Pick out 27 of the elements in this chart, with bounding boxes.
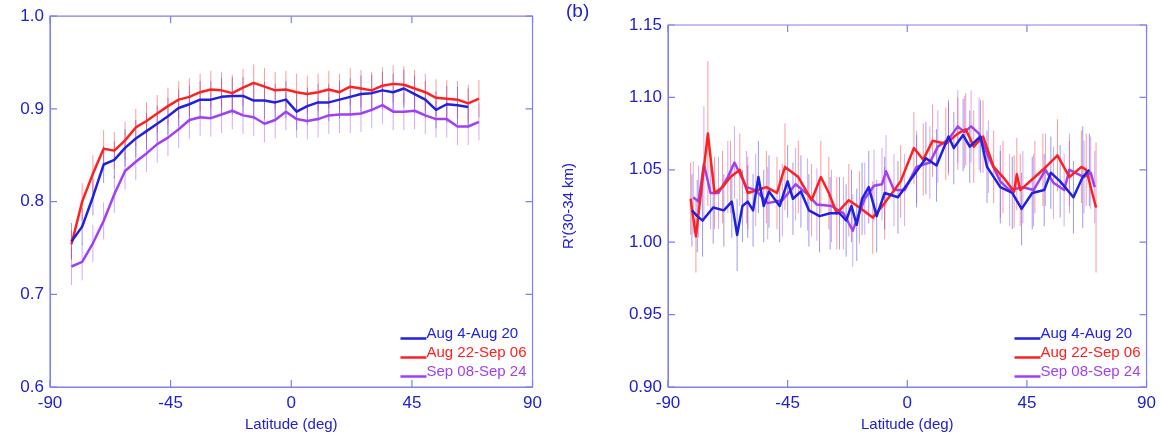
x-axis-title: Latitude (deg) <box>860 415 954 433</box>
legend-label: Sep 08-Sep 24 <box>426 361 527 379</box>
x-tick-label: -45 <box>158 392 183 412</box>
y-tick-label: 0.95 <box>628 304 662 324</box>
y-tick-label: 0.7 <box>20 283 44 303</box>
x-tick-label: 45 <box>402 392 422 412</box>
chart-title: (b) <box>566 0 590 21</box>
y-axis-title: R'(30-34 km) <box>559 162 577 250</box>
x-tick-label: -45 <box>775 392 800 412</box>
x-tick-label: 0 <box>902 392 913 412</box>
y-tick-label: 1.15 <box>628 14 662 34</box>
legend-label: Aug 22-Sep 06 <box>426 342 527 360</box>
y-tick-label: 1.10 <box>628 87 662 107</box>
y-tick-label: 0.8 <box>20 191 44 211</box>
x-tick-label: 0 <box>286 392 297 412</box>
y-tick-label: 1.05 <box>628 159 662 179</box>
x-axis-title: Latitude (deg) <box>244 415 338 433</box>
x-tick-label: 90 <box>523 392 543 412</box>
legend-label: Aug 4-Aug 20 <box>426 323 519 341</box>
legend-label: Sep 08-Sep 24 <box>1040 361 1141 379</box>
legend-label: Aug 22-Sep 06 <box>1040 342 1141 360</box>
y-tick-label: 1.00 <box>628 231 662 251</box>
x-tick-label: 45 <box>1017 392 1037 412</box>
y-tick-label: 1.0 <box>20 5 44 25</box>
y-tick-label: 0.9 <box>20 98 44 118</box>
x-tick-label: 90 <box>1137 392 1157 412</box>
legend-label: Aug 4-Aug 20 <box>1040 323 1133 341</box>
